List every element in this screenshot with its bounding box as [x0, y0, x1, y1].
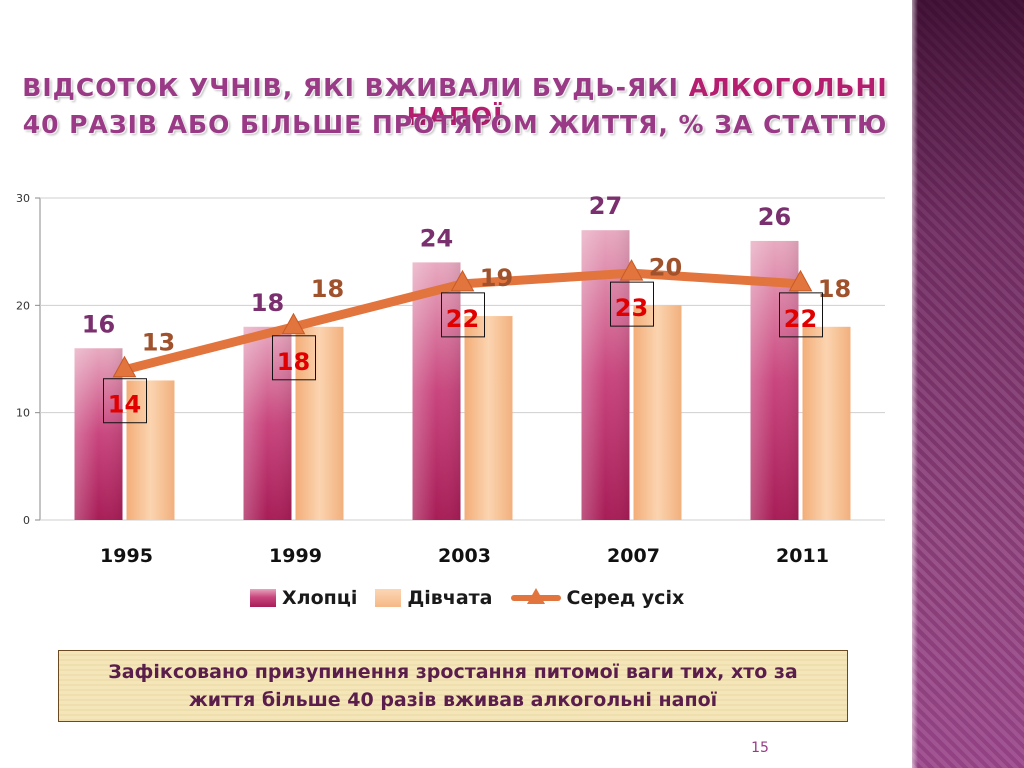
- legend-label-girls: Дівчата: [407, 587, 493, 609]
- data-label-boys: 16: [82, 310, 115, 338]
- data-label-girls: 18: [818, 275, 851, 303]
- data-label-average-box: [779, 292, 823, 338]
- bar-boys-highlight: [243, 326, 292, 520]
- bar-girls: [464, 316, 513, 520]
- legend-swatch-boys: [250, 589, 276, 607]
- data-label-boys: 18: [251, 289, 284, 317]
- x-tick-label: 1999: [269, 545, 322, 567]
- legend-label-boys: Хлопці: [282, 587, 358, 609]
- data-label-girls: 19: [480, 264, 513, 292]
- data-label-girls: 13: [142, 328, 175, 356]
- x-tick-label: 1995: [100, 545, 153, 567]
- chart-labels: 1995 16 13 1999 18 18 2003 24 19 2007 27 20 2011 26 18…: [82, 192, 851, 567]
- slide-title-line-1: ВІДСОТОК УЧНІВ, ЯКІ ВЖИВАЛИ БУДЬ-ЯКІ АЛК…: [10, 73, 900, 131]
- y-tick-label: 0: [23, 514, 30, 527]
- page-number: 15: [751, 740, 769, 756]
- title-text: ВІДСОТОК УЧНІВ, ЯКІ ВЖИВАЛИ БУДЬ-ЯКІ: [22, 73, 689, 102]
- data-label-average: 18: [277, 348, 310, 376]
- marker-average: [788, 269, 813, 292]
- bar-girls: [633, 305, 682, 520]
- bar-girls: [802, 326, 851, 520]
- chart-grid: 0 10 20 30: [16, 192, 885, 527]
- title-highlight: АЛКОГОЛЬНІ НАПОЇ: [406, 73, 888, 131]
- data-label-girls: 18: [311, 275, 344, 303]
- summary-note: Зафіксовано призупинення зростання питом…: [58, 650, 848, 722]
- data-label-girls: 20: [649, 253, 682, 281]
- y-tick-label: 10: [16, 407, 30, 420]
- slide-title-line-2: 40 РАЗІВ АБО БІЛЬШЕ ПРОТЯГОМ ЖИТТЯ, % ЗА…: [22, 110, 888, 139]
- decorative-side-band: [912, 0, 1024, 768]
- bar-boys-highlight: [412, 262, 461, 520]
- y-tick-label: 30: [16, 192, 30, 205]
- legend-swatch-average: [510, 588, 561, 608]
- data-label-average-box: [103, 378, 147, 424]
- data-label-boys: 27: [589, 192, 622, 220]
- data-label-average-box: [272, 335, 316, 381]
- data-label-average: 22: [446, 305, 479, 333]
- data-label-boys: 26: [758, 203, 791, 231]
- bar-line-chart: 0 10 20 30 1995 16 13 1999 18 18 2003 24 19 2007 27 20…: [16, 192, 885, 567]
- data-label-average: 22: [784, 305, 817, 333]
- x-tick-label: 2007: [607, 545, 660, 567]
- bar-girls: [126, 380, 175, 520]
- data-label-average: 23: [615, 294, 648, 322]
- legend-item-boys: Хлопці: [250, 587, 357, 609]
- chart-legend: Хлопці Дівчата Серед усіх: [250, 583, 684, 613]
- x-tick-label: 2003: [438, 545, 491, 567]
- legend-item-average: Серед усіх: [510, 587, 685, 609]
- bar-girls: [295, 326, 344, 520]
- marker-average: [112, 355, 137, 378]
- chart-line: [112, 259, 813, 378]
- data-label-average-box: [441, 292, 485, 338]
- legend-swatch-girls: [375, 589, 402, 607]
- x-tick-label: 2011: [776, 545, 829, 567]
- legend-label-average: Серед усіх: [566, 587, 685, 609]
- marker-average: [281, 312, 306, 335]
- y-tick-label: 20: [16, 299, 30, 312]
- data-label-boys: 24: [420, 224, 453, 252]
- legend-item-girls: Дівчата: [375, 587, 493, 609]
- marker-average: [619, 259, 644, 281]
- data-label-average: 14: [108, 391, 141, 419]
- marker-average: [450, 269, 475, 292]
- data-label-average-box: [610, 281, 654, 327]
